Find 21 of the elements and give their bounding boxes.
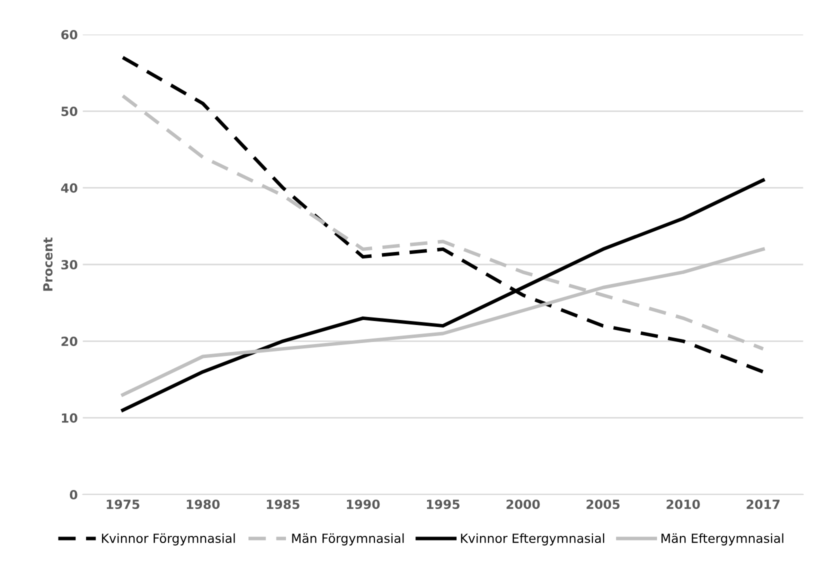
x-tick-label: 1995 — [426, 500, 460, 510]
x-tick-label: 1980 — [186, 500, 220, 510]
x-tick-label: 1990 — [346, 500, 380, 510]
y-tick-label: 50 — [62, 106, 78, 116]
legend-label: Män Förgymnasial — [292, 533, 404, 546]
x-tick-label: 1985 — [266, 500, 300, 510]
y-tick-label: 10 — [62, 413, 78, 423]
y-tick-label: 20 — [62, 336, 78, 346]
legend-label: Kvinnor Förgymnasial — [102, 533, 235, 546]
x-tick-label: 2005 — [586, 500, 620, 510]
y-tick-label: 30 — [61, 260, 78, 270]
y-tick-label: 60 — [61, 30, 78, 40]
y-tick-label: 0 — [70, 490, 78, 500]
x-tick-label: 2010 — [666, 500, 700, 510]
legend-label: Kvinnor Eftergymnasial — [461, 533, 604, 546]
legend-label: Män Eftergymnasial — [662, 533, 784, 546]
x-tick-label: 2017 — [746, 500, 780, 510]
x-tick-label: 1975 — [106, 500, 140, 510]
y-axis-title: Procent — [43, 237, 53, 291]
y-tick-label: 40 — [61, 183, 78, 193]
x-tick-label: 2000 — [506, 500, 540, 510]
